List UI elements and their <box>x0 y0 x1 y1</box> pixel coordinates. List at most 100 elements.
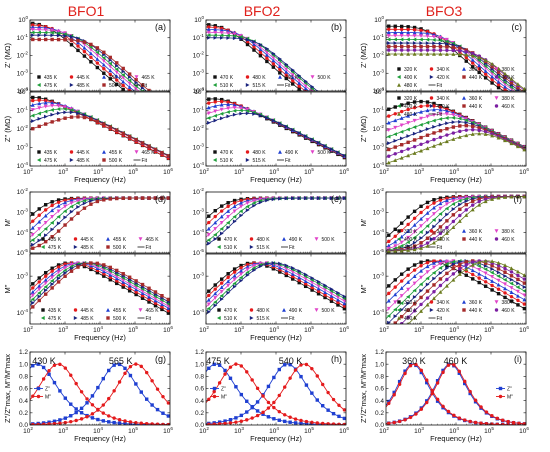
legend-entry: Fit <box>285 158 291 164</box>
data-point <box>315 421 319 425</box>
x-tick-label: 106 <box>163 167 173 176</box>
data-point <box>206 27 211 32</box>
data-point <box>232 204 237 209</box>
y-tick-label: 10-3 <box>17 143 29 152</box>
data-point <box>89 267 93 272</box>
data-point <box>393 292 398 297</box>
data-point <box>342 153 346 158</box>
legend-marker <box>217 308 221 312</box>
y-tick-label: 0.8 <box>375 374 384 381</box>
data-point <box>31 33 35 38</box>
data-point <box>219 289 224 294</box>
data-point <box>52 419 57 423</box>
fit-line-3 <box>30 29 140 91</box>
data-point <box>56 229 61 233</box>
data-point <box>522 86 526 91</box>
data-point <box>438 236 443 241</box>
data-point <box>490 197 495 201</box>
data-point <box>502 277 507 282</box>
plot-area-f2 <box>386 258 526 324</box>
legend-entry: 420 K <box>437 75 451 81</box>
data-point <box>115 281 119 286</box>
data-point <box>438 117 443 122</box>
data-point <box>76 265 80 269</box>
y-tick-label: 0.4 <box>19 398 28 405</box>
data-point <box>444 231 449 235</box>
data-point <box>121 131 125 136</box>
data-point <box>52 363 57 367</box>
fit-line-5 <box>206 197 346 246</box>
data-point <box>329 196 334 201</box>
data-point <box>457 272 462 276</box>
data-point <box>226 275 230 280</box>
data-point <box>387 239 391 244</box>
data-point <box>310 282 315 287</box>
data-point <box>387 233 391 237</box>
data-point <box>56 263 61 267</box>
data-point <box>108 72 112 77</box>
data-point <box>31 305 35 309</box>
data-point <box>406 147 410 151</box>
data-point <box>316 281 321 286</box>
y-tick-label: 10-2 <box>17 124 29 133</box>
data-point <box>271 51 276 56</box>
x-tick-label: 105 <box>304 167 314 176</box>
x-tick-label: 103 <box>414 167 424 176</box>
data-point <box>477 70 481 75</box>
data-point <box>299 418 303 423</box>
data-point <box>228 421 233 425</box>
data-point <box>278 67 282 72</box>
x-tick-label: 106 <box>339 167 349 176</box>
data-point <box>272 375 276 380</box>
data-point <box>121 76 126 80</box>
data-point <box>393 152 397 156</box>
data-point <box>63 105 68 110</box>
data-point <box>265 115 269 120</box>
data-point <box>226 102 231 107</box>
legend-marker <box>41 237 45 241</box>
data-point <box>329 287 334 292</box>
data-point <box>232 36 237 41</box>
data-point <box>393 48 397 52</box>
data-point <box>121 87 125 91</box>
y-tick-label: 10-4 <box>373 161 385 170</box>
data-point <box>317 95 320 98</box>
y-tick-label: 100 <box>18 15 28 24</box>
data-point <box>458 119 462 124</box>
data-point <box>412 100 417 104</box>
data-point <box>63 32 67 37</box>
data-point <box>56 214 61 219</box>
series-line-blue-0 <box>30 363 170 425</box>
data-point <box>438 38 443 43</box>
x-tick-label: 102 <box>199 325 209 334</box>
data-point <box>43 122 48 126</box>
data-point <box>95 270 100 275</box>
data-point <box>63 223 67 227</box>
data-point <box>387 41 391 46</box>
legend-marker <box>245 158 250 162</box>
data-point <box>406 153 411 158</box>
x-tick-label: 102 <box>199 426 209 435</box>
data-point <box>261 394 265 398</box>
data-point <box>403 371 407 376</box>
data-point <box>43 292 48 296</box>
y-tick-label: 100 <box>374 87 384 96</box>
data-point <box>407 322 410 324</box>
legend: Z"M" <box>34 386 51 400</box>
data-point <box>31 219 35 223</box>
data-point <box>43 203 48 207</box>
data-point <box>265 59 269 64</box>
x-tick-label: 103 <box>234 167 244 176</box>
data-point <box>121 83 125 88</box>
data-point <box>399 240 404 245</box>
data-point <box>317 94 321 98</box>
fit-line-8 <box>386 53 526 91</box>
legend-marker <box>494 75 499 79</box>
data-point <box>30 27 35 32</box>
data-point <box>399 123 404 128</box>
data-point <box>245 267 250 272</box>
data-point <box>399 136 404 141</box>
data-point <box>406 301 411 306</box>
data-point <box>399 221 404 225</box>
data-point <box>451 45 456 50</box>
